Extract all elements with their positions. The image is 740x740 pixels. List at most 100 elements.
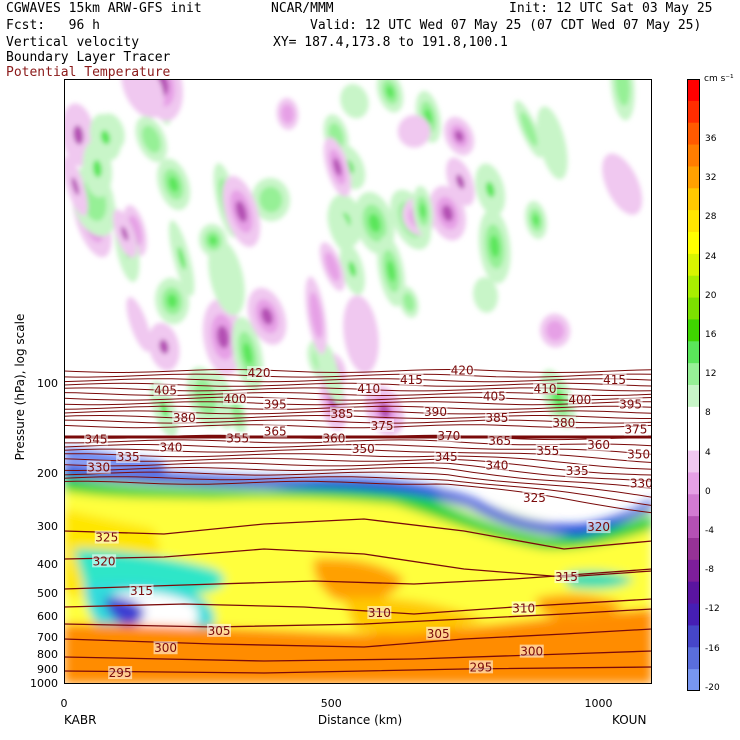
- colorbar-label: -12: [705, 604, 720, 615]
- left-endpoint-label: KABR: [64, 713, 97, 727]
- theta-contour: [64, 467, 652, 490]
- theta-label: 350: [352, 442, 375, 456]
- theta-label-background: [153, 383, 178, 397]
- theta-contour: [64, 462, 652, 482]
- theta-label-background: [426, 626, 451, 640]
- theta-label: 295: [469, 660, 492, 674]
- colorbar-swatch: [687, 647, 700, 670]
- vertical-velocity-cell: [208, 235, 218, 246]
- y-tick-label: 800: [37, 647, 58, 661]
- theta-contour: [64, 405, 652, 410]
- colorbar-unit: cm s⁻¹: [704, 74, 734, 84]
- vertical-velocity-cell: [536, 106, 568, 180]
- colorbar-swatch: [687, 79, 700, 102]
- vertical-velocity-cell: [71, 177, 80, 196]
- vertical-velocity-cell: [168, 176, 179, 193]
- colorbar-swatch: [687, 253, 700, 277]
- theta-label: 410: [357, 382, 380, 396]
- theta-label-background: [567, 392, 592, 406]
- theta-label: 365: [264, 425, 287, 439]
- theta-label-background: [399, 373, 424, 387]
- theta-label: 405: [483, 389, 506, 403]
- colorbar-swatch: [687, 538, 700, 561]
- theta-label-background: [551, 416, 576, 430]
- vertical-velocity-cell: [340, 83, 369, 119]
- theta-contour: [64, 598, 652, 615]
- theta-label: 335: [566, 464, 589, 478]
- vertical-velocity-cell: [546, 320, 565, 341]
- theta-contour: [64, 471, 652, 498]
- theta-contour: [64, 650, 652, 662]
- vertical-velocity-cell: [100, 130, 111, 145]
- institution: NCAR/MMM: [271, 1, 334, 16]
- theta-label-background: [263, 424, 288, 438]
- colorbar-swatch: [687, 363, 700, 386]
- y-tick-label: 100: [37, 377, 58, 390]
- theta-label: 315: [130, 584, 153, 598]
- theta-label: 310: [512, 601, 535, 615]
- vertical-velocity-cell: [216, 325, 230, 349]
- theta-label-background: [356, 382, 381, 396]
- theta-label: 370: [437, 429, 460, 443]
- theta-label: 315: [555, 570, 578, 584]
- vertical-velocity-cell: [309, 292, 323, 339]
- theta-label: 380: [173, 411, 196, 425]
- theta-label-background: [450, 363, 475, 377]
- theta-label-background: [367, 606, 392, 620]
- theta-contour: [64, 368, 652, 374]
- theta-label-background: [586, 438, 611, 452]
- theta-label: 400: [224, 392, 247, 406]
- y-tick-label: 300: [37, 520, 58, 534]
- theta-label: 350: [627, 448, 650, 462]
- vertical-velocity-cell: [259, 186, 283, 213]
- theta-label: 385: [331, 407, 354, 421]
- theta-label: 395: [619, 397, 642, 411]
- theta-label-background: [626, 447, 651, 461]
- colorbar-swatch: [687, 100, 700, 124]
- colorbar-swatch: [687, 122, 700, 146]
- theta-label: 330: [630, 477, 652, 491]
- theta-label: 420: [248, 366, 271, 380]
- colorbar-label: 36: [705, 134, 717, 144]
- theta-label-background: [92, 554, 117, 568]
- theta-label-background: [522, 491, 547, 505]
- theta-label: 395: [264, 397, 287, 411]
- y-tick-label: 400: [37, 557, 58, 571]
- colorbar-swatch: [687, 494, 700, 517]
- theta-label-background: [623, 422, 648, 436]
- colorbar-swatch: [687, 210, 700, 233]
- vertical-velocity-cell: [615, 79, 630, 107]
- theta-label: 360: [587, 438, 610, 452]
- theta-contour: [64, 628, 652, 648]
- vertical-velocity-cell: [386, 260, 396, 282]
- y-tick-label: 200: [37, 467, 58, 481]
- colorbar-swatch: [687, 341, 700, 364]
- theta-label-background: [84, 432, 109, 446]
- vertical-velocity-cell: [419, 203, 426, 219]
- theta-label: 305: [208, 624, 231, 638]
- theta-label: 310: [368, 606, 391, 620]
- vertical-velocity-cell: [456, 174, 465, 189]
- theta-label-background: [370, 418, 395, 432]
- theta-label: 345: [85, 432, 108, 446]
- vertical-velocity-cell: [378, 403, 391, 419]
- theta-label-background: [108, 666, 133, 680]
- vertical-velocity-cell: [121, 226, 129, 241]
- theta-label-background: [511, 601, 536, 615]
- colorbar-label: -20: [705, 682, 720, 693]
- colorbar-swatch: [687, 297, 700, 320]
- theta-contour: [64, 568, 652, 590]
- colorbar-label: 4: [705, 447, 711, 458]
- right-endpoint-label: KOUN: [612, 713, 647, 727]
- theta-label-background: [247, 366, 272, 380]
- y-tick-label: 600: [37, 610, 58, 624]
- theta-contour: [64, 373, 652, 378]
- vertical-velocity-cell: [194, 378, 217, 416]
- colorbar-label: 32: [705, 173, 717, 184]
- theta-label-background: [153, 641, 178, 655]
- potential-temperature-labels: 420 420 415 415 410 410 405 405 400 400 395 395 390 3…: [84, 363, 652, 680]
- theta-label: 300: [520, 645, 543, 659]
- init-time: Init: 12 UTC Sat 03 May 25: [509, 1, 713, 16]
- y-tick-label: 900: [37, 663, 58, 677]
- colorbar-label: -16: [705, 643, 720, 654]
